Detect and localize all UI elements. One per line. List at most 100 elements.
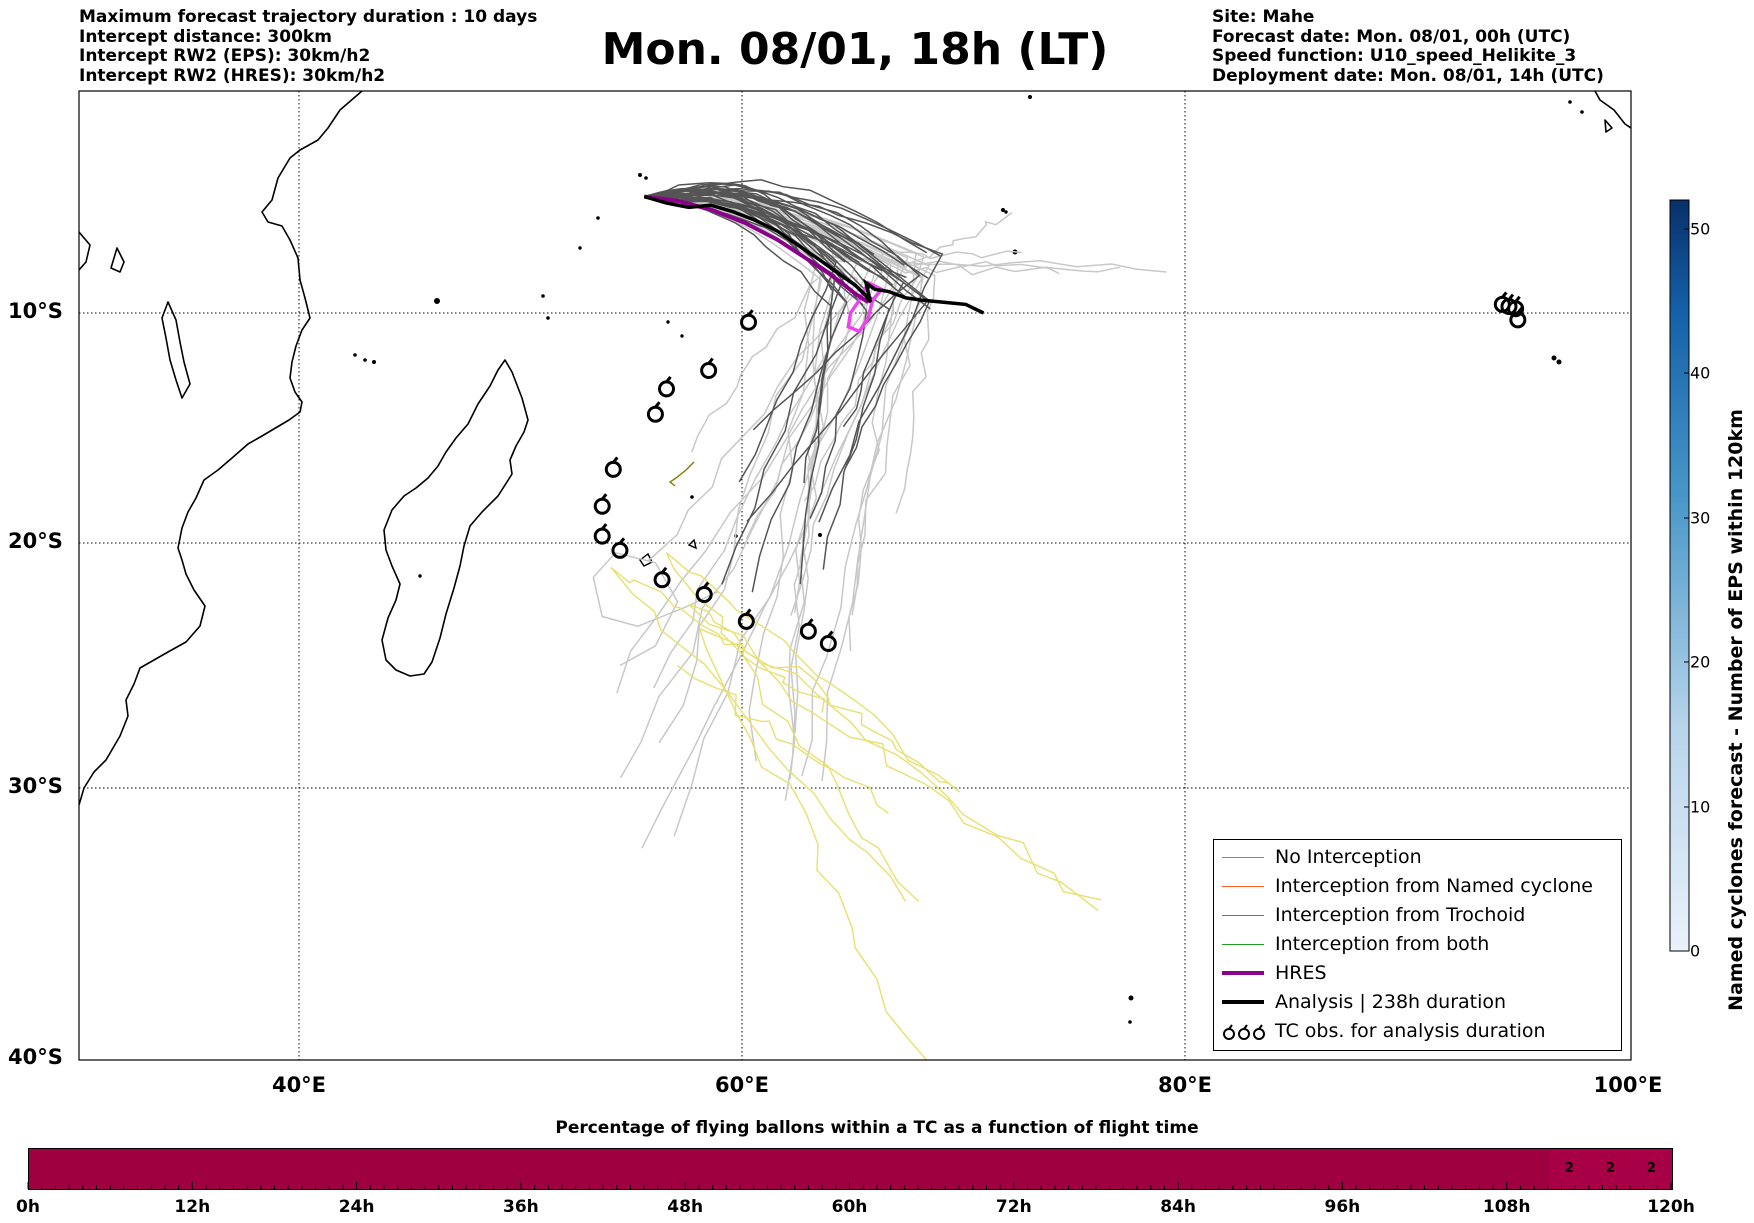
param-line: Maximum forecast trajectory duration : 1… [79, 7, 538, 27]
map-frame [78, 90, 1632, 1061]
map-legend: No Interception Interception from Named … [1213, 839, 1622, 1051]
hres-intercept-loop [846, 280, 885, 334]
somalia-coast-segment [79, 231, 91, 271]
info-line: Forecast date: Mon. 08/01, 00h (UTC) [1212, 26, 1571, 47]
trochoid-trajectory [688, 603, 950, 784]
tc-observations [593, 291, 1527, 652]
eps-dark-trajectory [644, 194, 848, 593]
lon-label: 80°E [1157, 1073, 1213, 1097]
colorbar-tick-label: 10 [1690, 797, 1711, 817]
lat-label: 20°S [8, 529, 63, 553]
flight-time-label: 36h [503, 1197, 539, 1217]
lon-label: 60°E [714, 1073, 770, 1097]
flight-time-label: 108h [1482, 1197, 1531, 1217]
flight-time-label: 120h [1647, 1197, 1695, 1217]
flight-time-bar-value: 2 [1589, 1149, 1631, 1189]
flight-time-label: 12h [174, 1197, 211, 1217]
forecast-parameters: Maximum forecast trajectory duration : 1… [79, 7, 538, 86]
colorbar-ticks [1684, 228, 1689, 952]
site-info: Site: Mahe Forecast date: Mon. 08/01, 00… [1212, 7, 1604, 86]
tc-obs-tail [612, 456, 619, 464]
legend-swatch [1222, 971, 1264, 975]
legend-label: Interception from Named cyclone [1275, 875, 1593, 897]
eps-light-trajectory [644, 195, 917, 781]
eps-dark-trajectory [644, 195, 889, 281]
legend-item-tc-obs: TC obs. for analysis duration [1214, 1017, 1619, 1046]
eps-light-trajectory [644, 195, 823, 801]
legend-label: Interception from Trochoid [1275, 904, 1526, 926]
eps-dark-trajectory [644, 179, 928, 254]
flight-time-label: 60h [831, 1197, 868, 1217]
legend-label: HRES [1275, 962, 1327, 984]
lon-label: 100°E [1593, 1073, 1663, 1097]
trochoid-intercept-track [668, 461, 695, 487]
trochoid-trajectory [699, 628, 928, 1060]
trochoid-trajectories [610, 552, 1102, 1060]
eps-light-trajectory [644, 195, 1022, 262]
cyclone-icon [1223, 1024, 1265, 1040]
page-title: Mon. 08/01, 18h (LT) [601, 24, 1109, 75]
info-line: Site: Mahe [1212, 7, 1315, 27]
tc-obs-tail [601, 523, 608, 531]
colorbar-tick-label: 30 [1690, 508, 1711, 528]
legend-item-both: Interception from both [1214, 930, 1619, 959]
trochoid-trajectory [610, 567, 907, 902]
colorbar [1669, 199, 1690, 952]
flight-time-bar-value: 2 [1630, 1149, 1672, 1189]
tc-obs-tail [665, 375, 672, 383]
legend-swatch [1222, 944, 1264, 945]
tc-obs-tail [1507, 293, 1515, 301]
lat-label: 10°S [8, 299, 63, 323]
trochoid-trajectory [666, 552, 961, 793]
africa-coastline [79, 91, 363, 806]
legend-label: Interception from both [1275, 933, 1490, 955]
legend-item-named-cyclone: Interception from Named cyclone [1214, 872, 1619, 901]
lat-label: 40°S [8, 1045, 63, 1069]
tc-obs-tail [1516, 306, 1524, 314]
tc-obs-tail [601, 493, 608, 501]
legend-item-trochoid: Interception from Trochoid [1214, 901, 1619, 930]
tc-obs-tail [707, 357, 714, 365]
legend-label: TC obs. for analysis duration [1275, 1020, 1546, 1042]
trochoid-trajectory [688, 603, 1099, 912]
tc-obs-tail [1501, 291, 1508, 299]
colorbar-tick-label: 50 [1690, 219, 1711, 239]
legend-item-no-interception: No Interception [1214, 843, 1619, 872]
legend-swatch [1222, 1000, 1264, 1004]
analysis-track [643, 194, 985, 315]
tc-obs-tail [807, 618, 814, 626]
eps-dark-trajectory [644, 188, 931, 470]
tc-obs-tail [745, 608, 752, 616]
flight-time-bar-title: Percentage of flying ballons within a TC… [555, 1118, 1199, 1138]
eps-light-trajectory [592, 551, 718, 667]
trochoid-trajectory [677, 664, 889, 814]
legend-item-analysis: Analysis | 238h duration [1214, 988, 1619, 1017]
info-line: Deployment date: Mon. 08/01, 14h (UTC) [1212, 65, 1604, 86]
info-line: Speed function: U10_speed_Helikite_3 [1212, 46, 1577, 66]
mozambique-channel-islands [110, 247, 191, 399]
coastlines [79, 91, 1631, 806]
trochoid-trajectory [665, 552, 920, 902]
param-line: Intercept RW2 (EPS): 30km/h2 [79, 46, 371, 66]
small-islands [353, 95, 1584, 1024]
colorbar-tick-label: 20 [1690, 652, 1711, 672]
madagascar-coastline [381, 359, 529, 677]
legend-swatch [1222, 915, 1264, 916]
flight-time-label: 48h [667, 1197, 704, 1217]
lon-label: 40°E [271, 1073, 327, 1097]
tc-obs-tail [703, 581, 710, 589]
graticule [79, 91, 1631, 1060]
flight-time-bar-value: 2 [1548, 1149, 1590, 1189]
tc-obs-tail [827, 630, 834, 638]
legend-label: No Interception [1275, 846, 1422, 868]
trochoid-trajectory [610, 566, 826, 713]
legend-item-hres: HRES [1214, 959, 1619, 988]
flight-time-label: 84h [1160, 1197, 1196, 1217]
legend-label: Analysis | 238h duration [1275, 991, 1507, 1013]
eps-dark-trajectory [644, 194, 883, 272]
east-indonesia-coast [1594, 91, 1631, 133]
eps-light-trajectory [644, 194, 835, 780]
lat-label: 30°S [8, 774, 63, 798]
